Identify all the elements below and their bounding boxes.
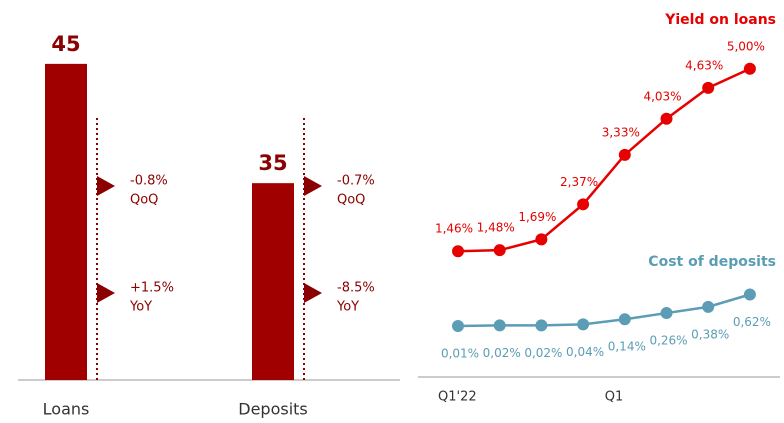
data-label: 0,26%	[649, 334, 687, 348]
data-point	[660, 112, 673, 125]
arrow-marker	[304, 283, 322, 303]
category-label: Loans	[43, 400, 90, 419]
data-point	[660, 307, 673, 320]
data-point	[618, 313, 631, 326]
series-line	[457, 293, 751, 328]
data-point	[702, 300, 715, 313]
data-label: 2,37%	[560, 175, 598, 189]
data-point	[493, 319, 506, 332]
data-point	[452, 319, 464, 332]
series-name: Cost of deposits	[648, 254, 776, 270]
data-label: 5,00%	[727, 39, 765, 53]
data-label: 4,03%	[643, 89, 681, 103]
data-point	[577, 318, 590, 331]
bar-value-label: 45	[51, 32, 80, 56]
data-point	[493, 244, 506, 257]
change-period: QoQ	[130, 193, 158, 208]
bar-value-label: 35	[258, 151, 287, 175]
series-line	[457, 67, 751, 253]
data-point	[702, 81, 715, 94]
change-value: -0.8%	[130, 174, 168, 189]
data-label: 3,33%	[602, 125, 640, 139]
change-period: YoY	[129, 300, 152, 315]
data-point	[535, 233, 548, 246]
data-label: 0,38%	[691, 327, 729, 341]
series-name: Yield on loans	[664, 12, 776, 28]
data-label: 1,48%	[477, 221, 515, 235]
x-tick-label: Q1	[605, 390, 624, 405]
data-label: 0,02%	[524, 346, 562, 360]
data-label: 0,02%	[483, 346, 521, 360]
data-label: 0,01%	[441, 346, 479, 360]
category-label: Deposits	[238, 400, 308, 419]
change-period: QoQ	[337, 193, 365, 208]
data-label: 0,62%	[733, 315, 771, 329]
data-point	[618, 148, 631, 161]
arrow-marker	[97, 283, 115, 303]
bar	[252, 183, 294, 380]
data-label: 0,14%	[608, 340, 646, 354]
data-point	[452, 245, 464, 258]
data-label: 0,04%	[566, 345, 604, 359]
arrow-marker	[304, 176, 322, 196]
bar	[45, 63, 87, 380]
data-point	[577, 198, 590, 211]
data-label: 1,69%	[518, 210, 556, 224]
change-value: -0.7%	[337, 174, 375, 189]
arrow-marker	[97, 176, 115, 196]
data-point	[743, 288, 756, 301]
change-period: YoY	[336, 300, 359, 315]
x-tick-label: Q1'22	[438, 390, 477, 405]
data-point	[535, 319, 548, 332]
data-label: 1,46%	[435, 222, 473, 236]
change-value: -8.5%	[337, 281, 375, 296]
data-label: 4,63%	[685, 58, 723, 72]
data-point	[743, 62, 756, 75]
change-value: +1.5%	[130, 281, 174, 296]
